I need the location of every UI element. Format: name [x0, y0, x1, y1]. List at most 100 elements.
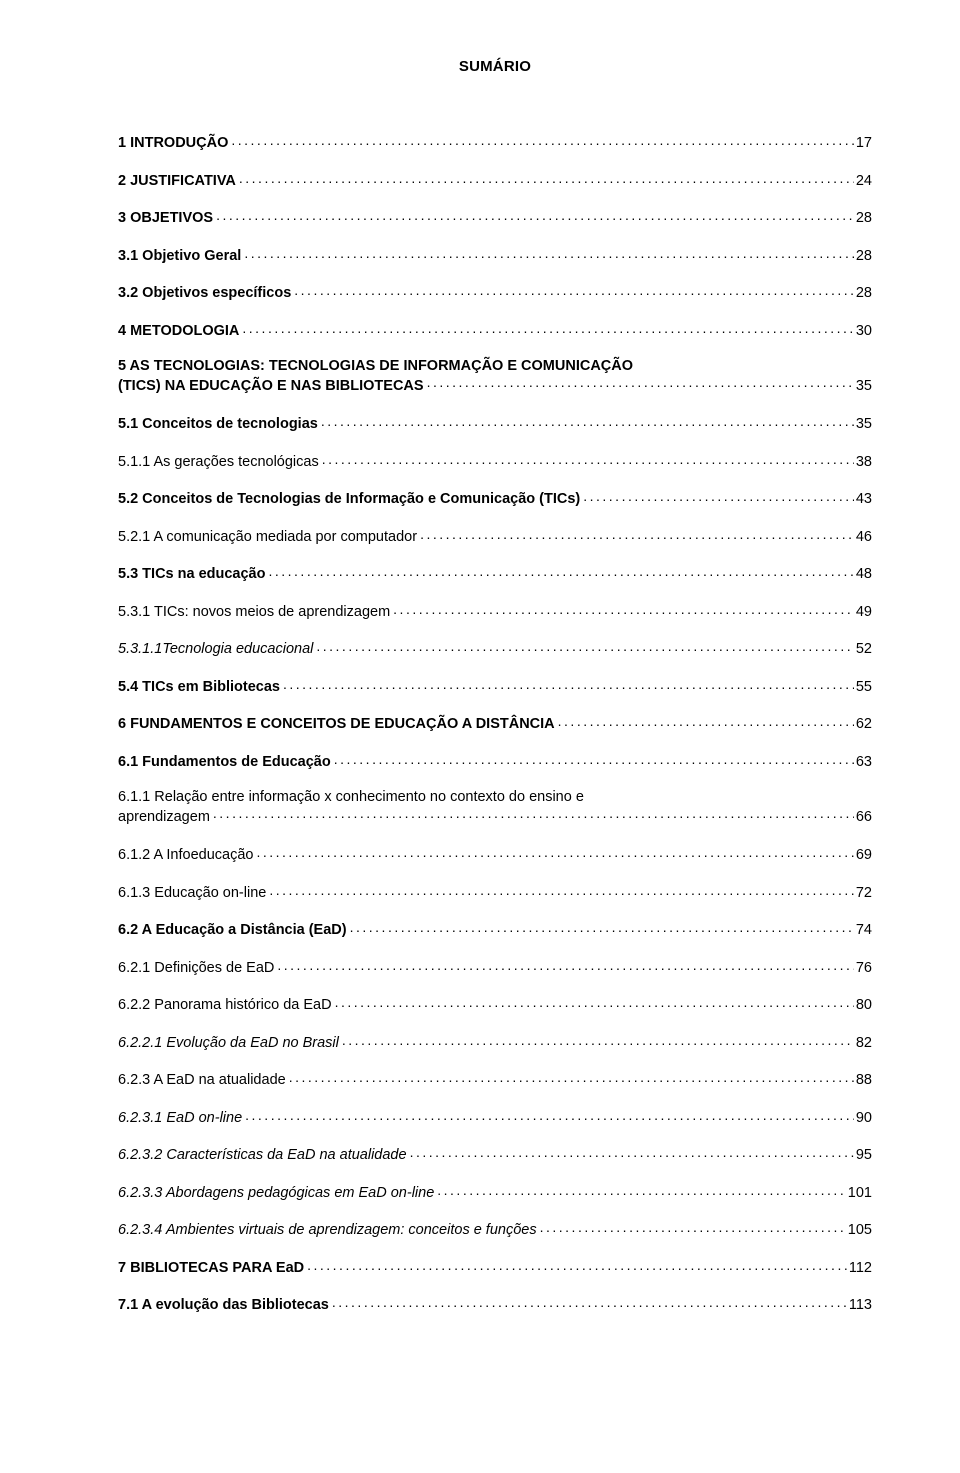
toc-entry: 3.1 Objetivo Geral 28: [118, 246, 872, 264]
toc-leader-dots: [583, 489, 854, 503]
toc-entry-label: 6.2.3.3 Abordagens pedagógicas em EaD on…: [118, 1186, 437, 1201]
toc-leader-dots: [350, 920, 854, 934]
toc-entry: 5.1.1 As gerações tecnológicas 38: [118, 452, 872, 470]
toc-entry: 7.1 A evolução das Bibliotecas 113: [118, 1295, 872, 1313]
toc-leader-dots: [268, 564, 853, 578]
toc-entry: 3.2 Objetivos específicos28: [118, 283, 872, 301]
toc-entry-label: 5.4 TICs em Bibliotecas: [118, 680, 283, 695]
toc-entry-page: 55: [854, 680, 872, 695]
toc-list: 1 INTRODUÇÃO17 2 JUSTIFICATIVA24 3 OBJETIV…: [118, 133, 872, 1313]
toc-entry-page: 28: [854, 211, 872, 226]
toc-leader-dots: [277, 958, 853, 972]
toc-entry-label: 3.1 Objetivo Geral: [118, 249, 244, 264]
toc-leader-dots: [283, 677, 854, 691]
toc-entry-page: 90: [854, 1111, 872, 1126]
toc-entry-page: 38: [854, 455, 872, 470]
toc-entry-page: 46: [854, 530, 872, 545]
toc-entry-label: 6.2.2 Panorama histórico da EaD: [118, 998, 335, 1013]
toc-entry: 6.2.3.3 Abordagens pedagógicas em EaD on…: [118, 1183, 872, 1201]
toc-entry-page: 80: [854, 998, 872, 1013]
toc-leader-dots: [393, 602, 854, 616]
toc-entry-page: 28: [854, 249, 872, 264]
toc-entry-page: 72: [854, 886, 872, 901]
toc-leader-dots: [334, 752, 854, 766]
toc-entry: 5.2.1 A comunicação mediada por computad…: [118, 527, 872, 545]
toc-leader-dots: [294, 283, 854, 297]
toc-entry-label: 6.2.2.1 Evolução da EaD no Brasil: [118, 1036, 342, 1051]
toc-entry-label: 3 OBJETIVOS: [118, 211, 216, 226]
toc-entry: 6.2.1 Definições de EaD76: [118, 958, 872, 976]
toc-entry: 6.2.3.4 Ambientes virtuais de aprendizag…: [118, 1220, 872, 1238]
toc-entry-label: aprendizagem: [118, 809, 213, 825]
toc-entry: 5.3 TICs na educação48: [118, 564, 872, 582]
toc-entry-label: 6.1.3 Educação on-line: [118, 886, 269, 901]
toc-entry-label: 6.1.1 Relação entre informação x conheci…: [118, 789, 872, 805]
toc-leader-dots: [322, 452, 854, 466]
toc-entry-label: 4 METODOLOGIA: [118, 324, 242, 339]
toc-page: SUMÁRIO 1 INTRODUÇÃO172 JUSTIFICATIVA243…: [0, 0, 960, 1473]
toc-leader-dots: [231, 133, 853, 147]
toc-entry: 1 INTRODUÇÃO17: [118, 133, 872, 151]
toc-entry: 6.2.3.2 Características da EaD na atuali…: [118, 1145, 872, 1163]
toc-entry-label: 5.2 Conceitos de Tecnologias de Informaç…: [118, 492, 583, 507]
toc-entry-label: 7.1 A evolução das Bibliotecas: [118, 1298, 332, 1313]
toc-entry-label: 6 FUNDAMENTOS E CONCEITOS DE EDUCAÇÃO A …: [118, 717, 558, 732]
toc-entry-label: 5.3.1 TICs: novos meios de aprendizagem: [118, 605, 393, 620]
toc-leader-dots: [420, 527, 854, 541]
toc-entry: 6.1 Fundamentos de Educação63: [118, 752, 872, 770]
toc-entry: 5.3.1 TICs: novos meios de aprendizagem4…: [118, 602, 872, 620]
toc-entry-label: 6.2.3.2 Características da EaD na atuali…: [118, 1148, 410, 1163]
toc-entry-page: 52: [854, 642, 872, 657]
toc-leader-dots: [427, 376, 854, 390]
toc-leader-dots: [269, 883, 854, 897]
toc-entry-page: 66: [854, 809, 872, 825]
toc-entry-label: 5.3.1.1Tecnologia educacional: [118, 642, 316, 657]
toc-entry-page: 35: [854, 417, 872, 432]
toc-leader-dots: [342, 1033, 854, 1047]
toc-entry: 7 BIBLIOTECAS PARA EaD112: [118, 1258, 872, 1276]
toc-entry-label: 5.1 Conceitos de tecnologias: [118, 417, 321, 432]
toc-entry-page: 35: [854, 378, 872, 394]
toc-leader-dots: [335, 995, 854, 1009]
toc-leader-dots: [256, 845, 853, 859]
toc-entry: 6.2.2 Panorama histórico da EaD 80: [118, 995, 872, 1013]
toc-entry: 5 AS TECNOLOGIAS: TECNOLOGIAS DE INFORMA…: [118, 358, 872, 394]
toc-entry-page: 82: [854, 1036, 872, 1051]
toc-entry-page: 113: [847, 1298, 872, 1313]
toc-leader-dots: [307, 1258, 847, 1272]
toc-leader-dots: [540, 1220, 846, 1234]
toc-entry-label: 5.2.1 A comunicação mediada por computad…: [118, 530, 420, 545]
toc-leader-dots: [321, 414, 854, 428]
toc-entry: 6.1.1 Relação entre informação x conheci…: [118, 789, 872, 825]
toc-entry-label: 6.2.1 Definições de EaD: [118, 961, 277, 976]
toc-entry-page: 101: [846, 1186, 872, 1201]
toc-entry-label: 5 AS TECNOLOGIAS: TECNOLOGIAS DE INFORMA…: [118, 358, 872, 374]
toc-entry-label: 6.2 A Educação a Distância (EaD): [118, 923, 350, 938]
toc-entry-label: 1 INTRODUÇÃO: [118, 136, 231, 151]
toc-entry: 5.2 Conceitos de Tecnologias de Informaç…: [118, 489, 872, 507]
toc-leader-dots: [332, 1295, 847, 1309]
toc-entry: 6.2.2.1 Evolução da EaD no Brasil 82: [118, 1033, 872, 1051]
toc-leader-dots: [410, 1145, 854, 1159]
toc-entry-page: 105: [846, 1223, 872, 1238]
toc-entry-page: 74: [854, 923, 872, 938]
toc-entry-page: 112: [847, 1261, 872, 1276]
toc-entry: 6.1.3 Educação on-line 72: [118, 883, 872, 901]
toc-entry: 3 OBJETIVOS 28: [118, 208, 872, 226]
toc-entry-page: 43: [854, 492, 872, 507]
toc-leader-dots: [239, 171, 854, 185]
toc-entry-page: 48: [854, 567, 872, 582]
toc-leader-dots: [244, 246, 854, 260]
toc-entry-label: (TICS) NA EDUCAÇÃO E NAS BIBLIOTECAS: [118, 378, 427, 394]
toc-entry-page: 30: [854, 324, 872, 339]
toc-entry: 2 JUSTIFICATIVA24: [118, 171, 872, 189]
toc-leader-dots: [242, 321, 853, 335]
toc-entry-page: 95: [854, 1148, 872, 1163]
toc-entry-label: 5.1.1 As gerações tecnológicas: [118, 455, 322, 470]
toc-leader-dots: [216, 208, 854, 222]
toc-entry-label: 6.2.3.1 EaD on-line: [118, 1111, 245, 1126]
toc-leader-dots: [289, 1070, 854, 1084]
toc-entry-label: 3.2 Objetivos específicos: [118, 286, 294, 301]
toc-entry: 6.2.3 A EaD na atualidade88: [118, 1070, 872, 1088]
toc-entry: 5.1 Conceitos de tecnologias 35: [118, 414, 872, 432]
